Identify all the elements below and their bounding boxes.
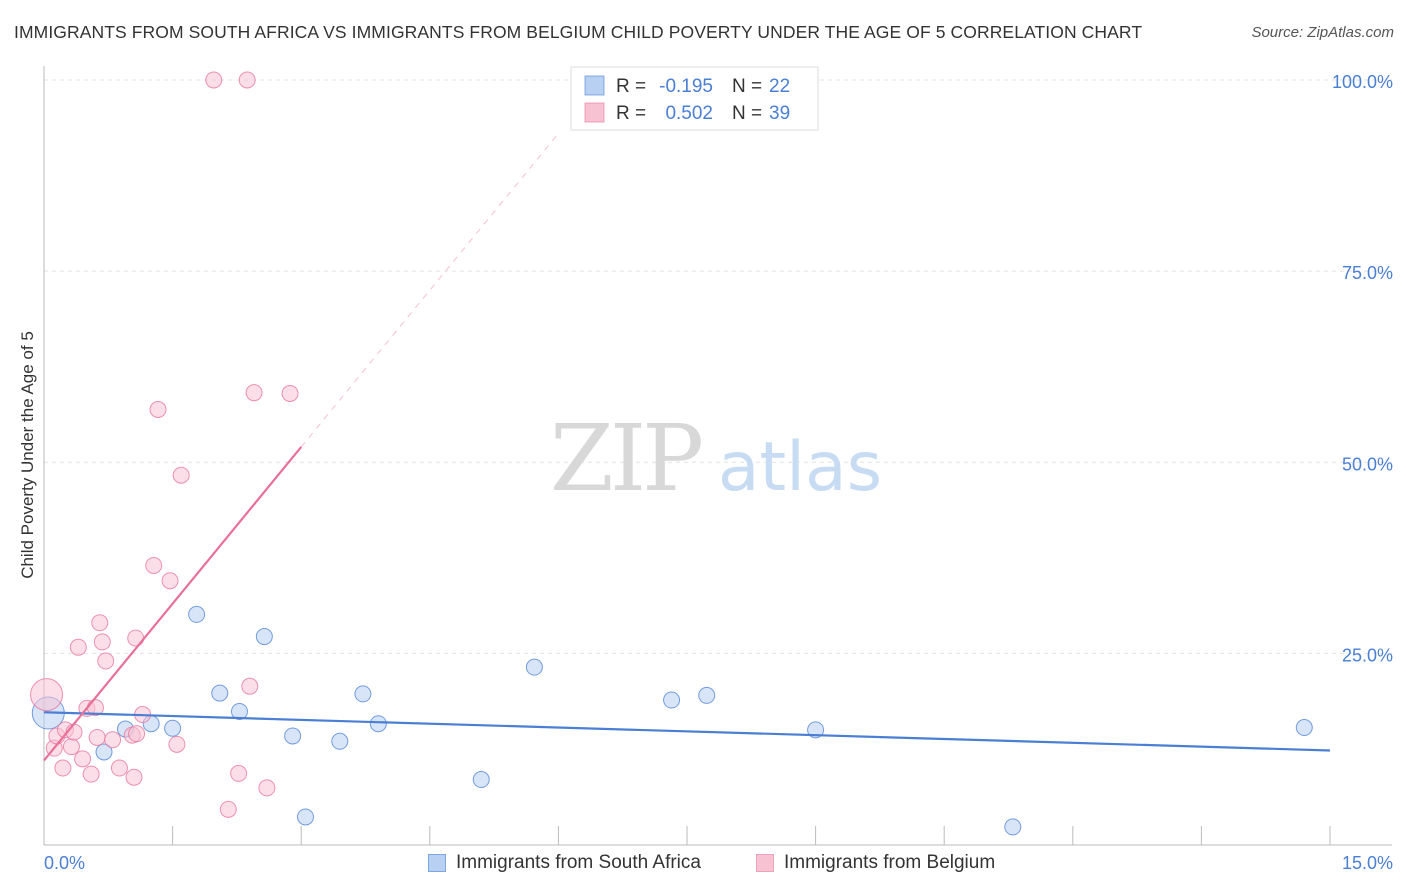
legend-item-belgium: Immigrants from Belgium bbox=[756, 852, 995, 874]
point-series0-1 bbox=[95, 743, 113, 761]
y-tick-label-0: 25.0% bbox=[1342, 645, 1393, 665]
chart-title: IMMIGRANTS FROM SOUTH AFRICA VS IMMIGRAN… bbox=[14, 22, 1143, 42]
legend-swatch-belgium bbox=[756, 854, 774, 872]
axes bbox=[43, 66, 1392, 846]
point-series1-7 bbox=[69, 638, 87, 656]
point-series1-16 bbox=[104, 731, 122, 749]
point-series1-8 bbox=[74, 750, 92, 768]
legend-n-label-1: N = bbox=[732, 103, 762, 124]
point-series0-13 bbox=[369, 715, 387, 733]
point-series1-33 bbox=[258, 779, 276, 797]
point-series0-18 bbox=[807, 721, 825, 739]
point-series1-31 bbox=[238, 71, 256, 89]
legend-r-value-0: -0.195 bbox=[659, 76, 713, 97]
legend-swatch-0 bbox=[584, 75, 605, 96]
legend-swatch-1 bbox=[584, 102, 605, 123]
legend-item-south-africa: Immigrants from South Africa bbox=[428, 852, 701, 874]
point-series1-15 bbox=[97, 652, 115, 670]
point-series1-28 bbox=[219, 800, 237, 818]
data-points bbox=[30, 71, 1313, 836]
legend-box bbox=[570, 66, 819, 131]
trend-lines bbox=[43, 133, 1331, 762]
legend-r-label-1: R = bbox=[616, 103, 646, 124]
point-series1-17 bbox=[110, 759, 128, 777]
watermark-atlas: atlas bbox=[718, 428, 882, 507]
point-series1-30 bbox=[241, 677, 259, 695]
point-series0-5 bbox=[188, 605, 206, 623]
trend-line-extension-series1 bbox=[300, 133, 559, 448]
point-series1-23 bbox=[149, 400, 167, 418]
tick-labels: 25.0% 50.0% 75.0% 100.0% 0.0% 15.0% bbox=[44, 72, 1393, 873]
chart-source: Source: ZipAtlas.com bbox=[1251, 24, 1394, 41]
legend-n-value-0: 22 bbox=[769, 76, 790, 97]
point-series0-6 bbox=[211, 684, 229, 702]
point-series0-19 bbox=[1004, 818, 1022, 836]
point-series1-19 bbox=[125, 768, 143, 786]
point-series1-14 bbox=[93, 633, 111, 651]
trend-line-series0 bbox=[43, 711, 1331, 752]
legend: R = -0.195 N = 22 R = 0.502 N = 39 bbox=[570, 66, 819, 131]
point-series0-8 bbox=[255, 628, 273, 646]
point-series0-15 bbox=[525, 658, 543, 676]
point-series1-3 bbox=[54, 759, 72, 777]
point-series1-27 bbox=[205, 71, 223, 89]
legend-n-value-1: 39 bbox=[769, 103, 790, 124]
point-series1-13 bbox=[91, 614, 109, 632]
point-series1-26 bbox=[172, 466, 190, 484]
y-tick-label-2: 75.0% bbox=[1342, 263, 1393, 283]
point-series0-9 bbox=[284, 727, 302, 745]
point-series0-12 bbox=[354, 685, 372, 703]
point-series0-14 bbox=[472, 771, 490, 789]
watermark: ZIP atlas bbox=[550, 405, 882, 512]
legend-label-belgium: Immigrants from Belgium bbox=[784, 852, 996, 873]
x-tick-label-1: 15.0% bbox=[1342, 853, 1393, 873]
point-series0-4 bbox=[164, 719, 182, 737]
y-tick-label-3: 100.0% bbox=[1332, 72, 1393, 92]
point-series1-12 bbox=[88, 728, 106, 746]
legend-r-value-1: 0.502 bbox=[665, 103, 713, 124]
y-tick-label-1: 50.0% bbox=[1342, 454, 1393, 474]
point-series1-10 bbox=[82, 765, 100, 783]
point-series1-5 bbox=[62, 738, 80, 756]
bottom-legend: Immigrants from South Africa Immigrants … bbox=[0, 852, 1406, 878]
point-series1-29 bbox=[230, 764, 248, 782]
legend-n-label-0: N = bbox=[732, 76, 762, 97]
legend-swatch-south-africa bbox=[428, 854, 446, 872]
point-series1-32 bbox=[245, 384, 263, 402]
gridlines bbox=[44, 79, 1392, 654]
point-series1-24 bbox=[161, 572, 179, 590]
point-series0-7 bbox=[230, 702, 248, 720]
legend-label-south-africa: Immigrants from South Africa bbox=[456, 852, 701, 873]
point-series0-10 bbox=[296, 808, 314, 826]
point-series0-17 bbox=[698, 686, 716, 704]
point-series0-16 bbox=[663, 691, 681, 709]
watermark-zip: ZIP bbox=[550, 405, 701, 512]
trend-line-series1 bbox=[43, 446, 303, 762]
point-series1-22 bbox=[145, 556, 163, 574]
point-series1-25 bbox=[168, 735, 186, 753]
point-series1-20 bbox=[127, 629, 145, 647]
point-series1-34 bbox=[281, 384, 299, 402]
x-tick-label-0: 0.0% bbox=[44, 853, 85, 873]
legend-r-label-0: R = bbox=[616, 76, 646, 97]
point-series1-0 bbox=[30, 678, 64, 712]
point-series0-20 bbox=[1295, 719, 1313, 737]
point-series0-11 bbox=[331, 732, 349, 750]
point-series1-35 bbox=[128, 725, 146, 743]
